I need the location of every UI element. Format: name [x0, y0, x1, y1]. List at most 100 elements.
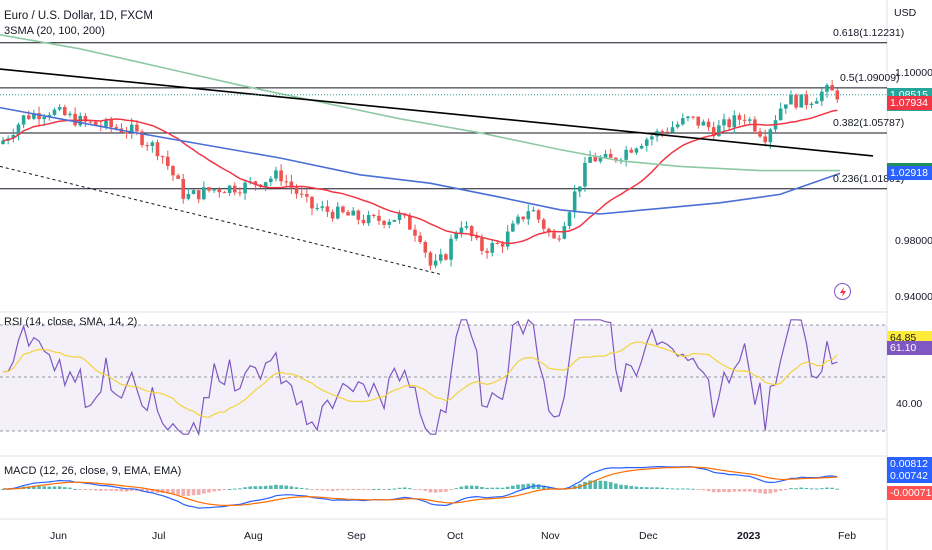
- candle-body: [140, 131, 144, 146]
- candle-body: [361, 219, 366, 224]
- trend-line: [0, 68, 874, 157]
- fib-level-label: 0.618(1.12231): [833, 26, 905, 39]
- macd-histogram-bar: [598, 480, 603, 489]
- rsi-legend[interactable]: RSI (14, close, SMA, 14, 2): [4, 316, 138, 328]
- macd-histogram-bar: [650, 487, 654, 489]
- time-axis-label[interactable]: Nov: [541, 530, 560, 542]
- time-axis-label[interactable]: Sep: [347, 530, 366, 542]
- macd-legend[interactable]: MACD (12, 26, close, 9, EMA, EMA): [4, 465, 182, 477]
- time-axis-label[interactable]: Aug: [244, 530, 263, 542]
- candle-body: [747, 119, 752, 121]
- macd-histogram-bar: [753, 489, 757, 493]
- lightning-icon[interactable]: [834, 283, 851, 300]
- candle-body: [578, 186, 582, 192]
- macd-histogram-bar: [516, 484, 520, 489]
- macd-histogram-bar: [418, 489, 422, 490]
- candle-body: [150, 142, 155, 147]
- candle-body: [603, 153, 608, 158]
- macd-histogram-bar: [361, 489, 366, 490]
- indicator-legend[interactable]: 3SMA (20, 100, 200): [4, 25, 105, 37]
- candle-body: [104, 119, 108, 127]
- candle-body: [593, 157, 598, 162]
- candle-body: [351, 210, 355, 216]
- candle-body: [366, 214, 371, 224]
- macd-histogram-bar: [274, 484, 278, 489]
- macd-histogram-bar: [727, 489, 731, 493]
- macd-histogram-bar: [464, 485, 469, 489]
- macd-histogram-bar: [691, 488, 695, 490]
- candle-body: [727, 119, 731, 128]
- candle-body: [320, 206, 325, 208]
- candle-body: [753, 119, 757, 132]
- macd-histogram-bar: [469, 485, 474, 489]
- rsi-line: [2, 318, 838, 437]
- candle-body: [325, 206, 330, 212]
- time-axis-label[interactable]: Jul: [152, 530, 166, 542]
- candle-body: [572, 191, 577, 213]
- candle-body: [372, 214, 376, 216]
- candle-body: [701, 121, 706, 126]
- candle-body: [516, 216, 520, 224]
- candle-body: [93, 121, 98, 126]
- macd-histogram-bar: [37, 486, 41, 489]
- candle-body: [675, 124, 680, 128]
- candle-body: [341, 206, 345, 213]
- candle-body: [490, 243, 495, 253]
- candle-body: [1, 140, 5, 144]
- candle-body: [665, 131, 670, 133]
- currency-label[interactable]: USD: [894, 7, 917, 19]
- candle-body: [222, 192, 227, 194]
- candle-body: [814, 101, 819, 104]
- macd-pane[interactable]: [1, 466, 840, 509]
- macd-histogram-bar: [814, 488, 819, 490]
- time-axis-label[interactable]: Feb: [838, 530, 857, 542]
- macd-histogram-bar: [408, 488, 412, 490]
- macd-histogram-bar: [63, 487, 67, 489]
- macd-histogram-bar: [711, 489, 716, 493]
- candle-body: [63, 107, 67, 116]
- candle-body: [413, 229, 417, 236]
- candle-body: [547, 228, 551, 233]
- time-axis-label[interactable]: Jun: [50, 530, 67, 542]
- candle-body: [789, 94, 793, 105]
- candle-body: [315, 207, 319, 209]
- candle-body: [454, 233, 458, 239]
- time-axis-label[interactable]: 2023: [737, 530, 761, 542]
- price-axis-label[interactable]: 0.94000: [895, 291, 932, 303]
- macd-histogram-bar: [799, 487, 804, 489]
- time-axis-label[interactable]: Dec: [639, 530, 658, 542]
- macd-histogram-bar: [449, 489, 453, 490]
- candle-body: [629, 149, 634, 153]
- candle-body: [289, 181, 294, 188]
- macd-histogram-bar: [232, 488, 237, 490]
- price-axis-label[interactable]: 1.10000: [895, 67, 932, 79]
- candle-body: [423, 242, 428, 253]
- rsi-pane[interactable]: [2, 318, 838, 437]
- fib-level-label: 0.382(1.05787): [833, 116, 905, 129]
- time-axis-label[interactable]: Oct: [447, 530, 464, 542]
- candle-body: [356, 210, 361, 220]
- macd-histogram-bar: [758, 489, 762, 494]
- candle-body: [232, 185, 237, 193]
- macd-histogram-bar: [42, 486, 46, 489]
- candle-body: [299, 193, 304, 195]
- candle-body: [346, 212, 350, 216]
- macd-histogram-bar: [320, 489, 325, 491]
- symbol-title[interactable]: Euro / U.S. Dollar, 1D, FXCM: [4, 10, 153, 22]
- candle-body: [109, 119, 113, 128]
- macd-histogram-bar: [681, 488, 685, 490]
- macd-histogram-bar: [804, 488, 809, 490]
- macd-histogram-bar: [191, 489, 196, 496]
- candle-body: [387, 221, 392, 225]
- candle-body: [83, 115, 88, 122]
- candle-body: [624, 149, 628, 160]
- price-pane[interactable]: [0, 34, 887, 275]
- price-axis-label[interactable]: 0.98000: [895, 235, 932, 247]
- macd-histogram-bar: [789, 488, 793, 490]
- candle-body: [181, 178, 186, 199]
- candle-body: [392, 219, 397, 222]
- macd-histogram-bar: [129, 489, 134, 491]
- candle-body: [480, 238, 484, 251]
- macd-histogram-bar: [459, 486, 464, 489]
